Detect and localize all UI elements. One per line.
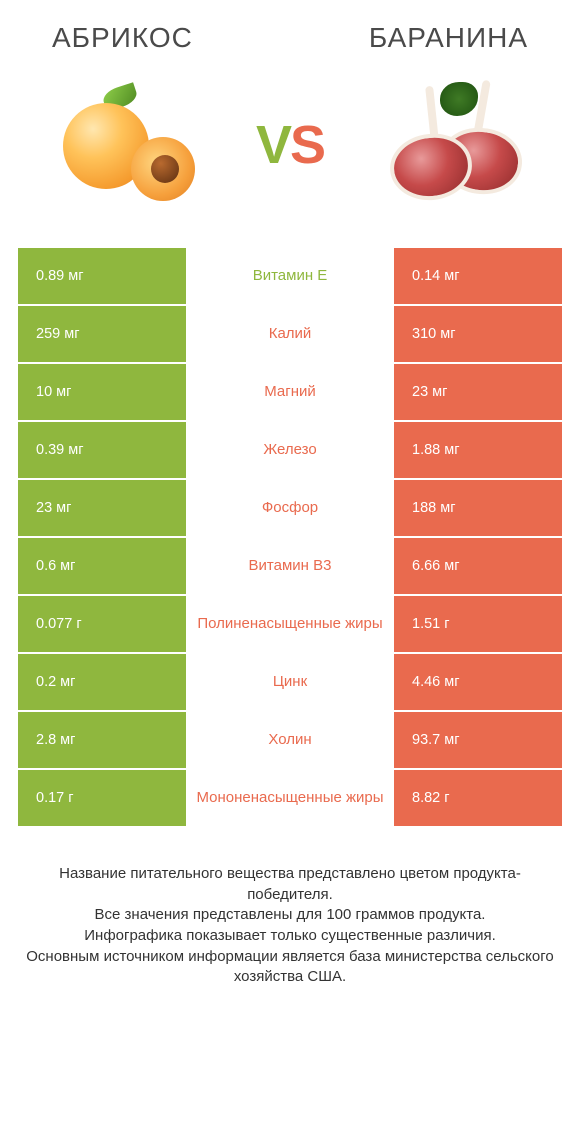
nutrient-label: Магний — [186, 364, 394, 420]
nutrient-label: Витамин E — [186, 248, 394, 304]
left-value: 0.6 мг — [18, 538, 186, 594]
right-value: 8.82 г — [394, 770, 562, 826]
table-row: 0.17 гМононенасыщенные жиры8.82 г — [18, 770, 562, 826]
right-value: 4.46 мг — [394, 654, 562, 710]
footer-text: Название питательного вещества представл… — [18, 864, 562, 988]
vs-v: V — [256, 115, 290, 175]
left-value: 0.2 мг — [18, 654, 186, 710]
table-row: 2.8 мгХолин93.7 мг — [18, 712, 562, 768]
right-value: 0.14 мг — [394, 248, 562, 304]
table-row: 259 мгКалий310 мг — [18, 306, 562, 362]
left-value: 0.17 г — [18, 770, 186, 826]
right-value: 188 мг — [394, 480, 562, 536]
nutrient-label: Мононенасыщенные жиры — [186, 770, 394, 826]
left-value: 10 мг — [18, 364, 186, 420]
left-value: 0.077 г — [18, 596, 186, 652]
nutrient-label: Цинк — [186, 654, 394, 710]
table-row: 0.39 мгЖелезо1.88 мг — [18, 422, 562, 478]
right-value: 1.51 г — [394, 596, 562, 652]
footer-line: Основным источником информации является … — [24, 947, 556, 988]
left-value: 23 мг — [18, 480, 186, 536]
footer-line: Все значения представлены для 100 граммо… — [24, 905, 556, 926]
nutrient-label: Холин — [186, 712, 394, 768]
nutrient-label: Полиненасыщенные жиры — [186, 596, 394, 652]
left-value: 259 мг — [18, 306, 186, 362]
comparison-table: 0.89 мгВитамин E0.14 мг259 мгКалий310 мг… — [18, 248, 562, 826]
nutrient-label: Калий — [186, 306, 394, 362]
vs-label: VS — [256, 114, 324, 176]
table-row: 0.2 мгЦинк4.46 мг — [18, 654, 562, 710]
header: АБРИКОС БАРАНИНА — [18, 10, 562, 62]
table-row: 10 мгМагний23 мг — [18, 364, 562, 420]
header-left-title: АБРИКОС — [52, 22, 193, 54]
lamb-image — [370, 70, 540, 220]
versus-row: VS — [18, 62, 562, 248]
left-value: 0.39 мг — [18, 422, 186, 478]
table-row: 0.6 мгВитамин B36.66 мг — [18, 538, 562, 594]
right-value: 310 мг — [394, 306, 562, 362]
left-value: 0.89 мг — [18, 248, 186, 304]
right-value: 23 мг — [394, 364, 562, 420]
apricot-image — [40, 70, 210, 220]
footer-line: Инфографика показывает только существенн… — [24, 926, 556, 947]
nutrient-label: Железо — [186, 422, 394, 478]
right-value: 1.88 мг — [394, 422, 562, 478]
nutrient-label: Витамин B3 — [186, 538, 394, 594]
nutrient-label: Фосфор — [186, 480, 394, 536]
table-row: 0.89 мгВитамин E0.14 мг — [18, 248, 562, 304]
header-right-title: БАРАНИНА — [369, 22, 528, 54]
right-value: 6.66 мг — [394, 538, 562, 594]
table-row: 0.077 гПолиненасыщенные жиры1.51 г — [18, 596, 562, 652]
table-row: 23 мгФосфор188 мг — [18, 480, 562, 536]
footer-line: Название питательного вещества представл… — [24, 864, 556, 905]
left-value: 2.8 мг — [18, 712, 186, 768]
vs-s: S — [290, 115, 324, 175]
right-value: 93.7 мг — [394, 712, 562, 768]
